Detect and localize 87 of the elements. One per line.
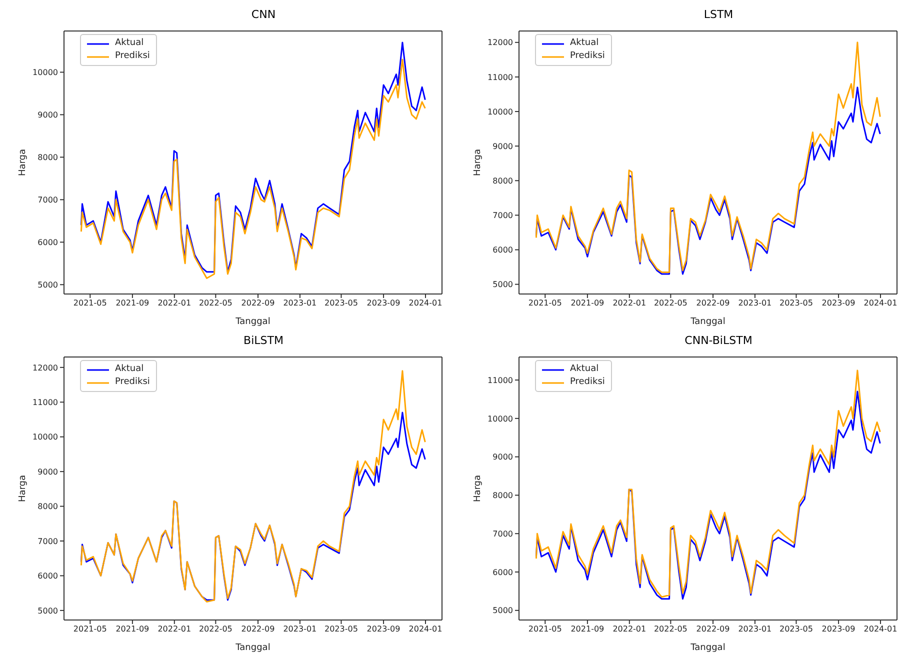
legend-label: Prediksi: [570, 376, 605, 389]
y-tick-label: 5000: [38, 606, 58, 616]
x-axis-title: Tanggal: [690, 317, 726, 327]
x-axis-title: Tanggal: [234, 317, 270, 327]
y-tick-label: 6000: [38, 238, 58, 248]
x-tick-label: 2022-01: [612, 624, 646, 634]
x-tick-label: 2021-09: [116, 624, 150, 634]
x-tick-label: 2023-01: [738, 624, 772, 634]
legend-label: Aktual: [115, 363, 144, 376]
x-tick-label: 2022-05: [198, 298, 232, 308]
y-tick-label: 7000: [38, 196, 58, 205]
y-tick-label: 6000: [492, 246, 513, 255]
x-tick-label: 2022-09: [696, 298, 730, 308]
x-tick-label: 2023-09: [366, 624, 400, 634]
x-tick-label: 2022-05: [654, 298, 688, 308]
x-tick-label: 2024-01: [408, 624, 442, 634]
y-axis-title: Harga: [473, 148, 484, 176]
x-tick-label: 2021-05: [73, 298, 107, 308]
x-tick-label: 2023-01: [283, 298, 317, 308]
line-series: [80, 370, 426, 603]
y-tick-label: 8000: [492, 176, 513, 186]
x-tick-label: 2021-05: [73, 624, 107, 634]
y-tick-label: 8000: [492, 491, 513, 500]
y-tick-label: 11000: [488, 72, 513, 82]
x-tick-label: 2021-05: [528, 298, 562, 308]
chart-title: CNN-BiLSTM: [684, 334, 754, 349]
y-tick-label: 12000: [32, 363, 58, 372]
x-tick-label: 2022-09: [241, 298, 275, 308]
x-tick-label: 2022-05: [198, 624, 232, 634]
y-tick-label: 10000: [32, 68, 58, 78]
x-tick-label: 2022-01: [158, 298, 192, 308]
x-tick-label: 2023-09: [822, 298, 856, 308]
legend-label: Aktual: [115, 37, 144, 50]
y-tick-label: 11000: [32, 398, 58, 407]
x-tick-label: 2024-01: [864, 624, 898, 634]
x-tick-label: 2021-05: [528, 624, 562, 634]
x-tick-label: 2023-09: [366, 298, 400, 308]
y-tick-label: 10000: [32, 432, 58, 442]
y-tick-label: 7000: [38, 536, 58, 546]
y-tick-label: 10000: [488, 107, 513, 116]
y-tick-label: 8000: [38, 502, 58, 512]
x-tick-label: 2022-01: [612, 298, 646, 308]
y-tick-label: 5000: [38, 280, 58, 290]
y-tick-label: 6000: [492, 568, 513, 577]
x-tick-label: 2023-05: [780, 298, 813, 308]
legend-label: Aktual: [570, 363, 599, 376]
x-tick-label: 2023-01: [738, 298, 772, 308]
y-tick-label: 7000: [492, 529, 513, 538]
legend-label: Prediksi: [115, 376, 150, 389]
y-tick-label: 9000: [38, 467, 58, 476]
y-axis-title: Harga: [473, 474, 484, 502]
chart-title: BiLSTM: [242, 334, 284, 349]
y-tick-label: 9000: [492, 452, 513, 462]
x-tick-label: 2022-09: [696, 624, 730, 634]
y-tick-label: 9000: [492, 142, 513, 151]
legend-label: Prediksi: [570, 50, 605, 63]
x-tick-label: 2021-09: [570, 624, 604, 634]
x-tick-label: 2021-09: [570, 298, 604, 308]
chart-title: LSTM: [702, 8, 734, 23]
y-tick-label: 10000: [488, 414, 513, 424]
y-tick-label: 11000: [488, 376, 513, 385]
x-tick-label: 2023-05: [324, 298, 358, 308]
x-tick-label: 2023-05: [324, 624, 358, 634]
x-tick-label: 2022-05: [654, 624, 688, 634]
chart-title: CNN: [250, 8, 277, 23]
x-axis-title: Tanggal: [690, 643, 726, 653]
x-tick-label: 2023-01: [283, 624, 317, 634]
y-axis-title: Harga: [18, 474, 28, 502]
y-tick-label: 5000: [492, 280, 513, 290]
x-tick-label: 2023-09: [822, 624, 856, 634]
x-tick-label: 2024-01: [408, 298, 442, 308]
x-tick-label: 2021-09: [116, 298, 150, 308]
legend-label: Prediksi: [115, 50, 150, 63]
x-tick-label: 2022-01: [158, 624, 192, 634]
line-series: [535, 86, 881, 275]
y-tick-label: 12000: [488, 38, 513, 48]
x-tick-label: 2023-05: [780, 624, 813, 634]
y-tick-label: 8000: [38, 153, 58, 162]
y-axis-title: Harga: [18, 148, 28, 176]
y-tick-label: 9000: [38, 110, 58, 120]
x-axis-title: Tanggal: [234, 643, 270, 653]
y-tick-label: 6000: [38, 572, 58, 581]
x-tick-label: 2022-09: [241, 624, 275, 634]
x-tick-label: 2024-01: [864, 298, 898, 308]
legend-label: Aktual: [570, 37, 599, 50]
y-tick-label: 7000: [492, 211, 513, 220]
y-tick-label: 5000: [492, 606, 513, 616]
